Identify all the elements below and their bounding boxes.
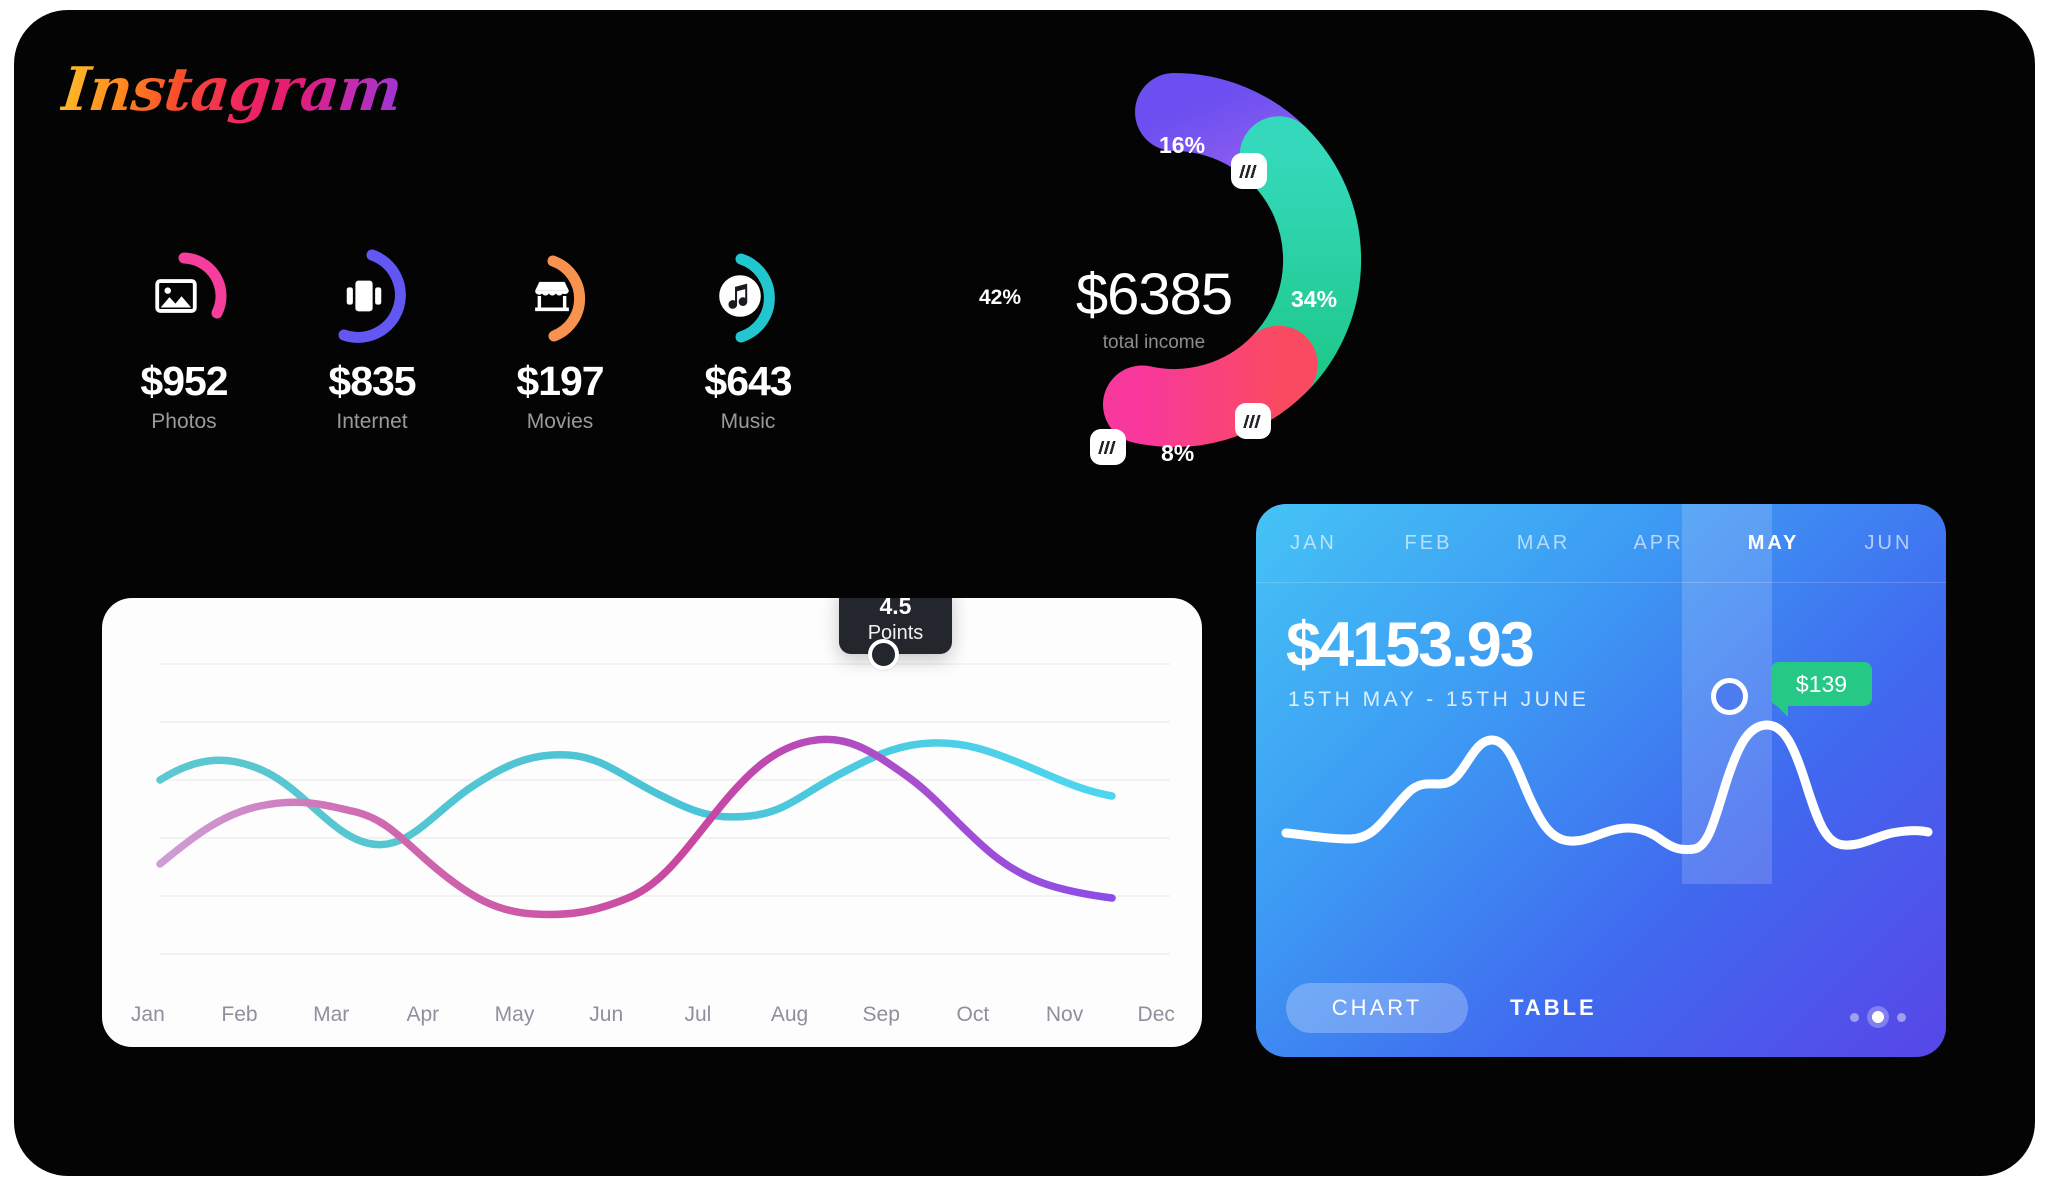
tab-month-jun[interactable]: JUN — [1864, 531, 1913, 554]
store-icon — [535, 281, 569, 312]
card-footer: CHART TABLE — [1256, 983, 1946, 1033]
donut-svg — [1103, 72, 1362, 447]
donut-segment-8 — [1103, 325, 1318, 447]
stat-icon-wrap — [278, 248, 466, 344]
pagination-dot-3[interactable] — [1897, 1012, 1906, 1022]
stat-tile-music[interactable]: $643 Music — [654, 248, 842, 434]
stat-label: Music — [720, 410, 776, 433]
x-label-aug: Aug — [770, 1003, 809, 1026]
instagram-wordmark: Instagram — [58, 55, 405, 125]
x-label-sep: Sep — [862, 1003, 900, 1026]
stat-value: $197 — [516, 358, 604, 404]
line-chart-svg — [156, 663, 1170, 955]
tab-month-jan[interactable]: JAN — [1290, 531, 1337, 554]
x-label-feb: Feb — [221, 1003, 258, 1026]
stat-label: Movies — [526, 410, 594, 433]
balance-chart-card: JAN FEB MAR APR MAY JUN $4153.93 15TH MA… — [1256, 504, 1946, 1057]
balance-amount: $4153.93 — [1286, 610, 1535, 680]
stat-tile-movies[interactable]: $197 Movies — [466, 248, 654, 434]
x-label-jul: Jul — [684, 1003, 712, 1026]
x-label-mar: Mar — [313, 1003, 350, 1026]
month-tab-bar: JAN FEB MAR APR MAY JUN — [1256, 504, 1946, 884]
series-pink — [156, 735, 1116, 919]
tab-month-apr[interactable]: APR — [1633, 531, 1684, 554]
donut-label-16: 16% — [1159, 132, 1206, 158]
stat-label: Internet — [336, 410, 408, 433]
tab-month-feb[interactable]: FEB — [1404, 531, 1453, 554]
stat-value: $835 — [328, 358, 416, 404]
series-teal — [156, 739, 1116, 849]
pagination-dots[interactable] — [1850, 1011, 1906, 1023]
stat-label: Photos — [151, 410, 217, 433]
bars-badge-icon — [1235, 403, 1271, 439]
stat-tile-internet[interactable]: $835 Internet — [278, 248, 466, 434]
photo-icon — [155, 279, 197, 313]
x-label-jan: Jan — [130, 1003, 165, 1026]
x-label-dec: Dec — [1137, 1003, 1175, 1026]
sparkline-path — [1281, 720, 1933, 855]
x-axis-month-labels: Jan Feb Mar Apr May Jun Jul Aug Sep Oct … — [102, 1003, 1202, 1027]
stat-icon-wrap — [654, 248, 842, 344]
tab-chart[interactable]: CHART — [1286, 983, 1468, 1033]
tab-month-mar[interactable]: MAR — [1516, 531, 1571, 554]
stat-value: $643 — [704, 358, 792, 404]
progress-arc-photos — [178, 252, 227, 319]
carousel-icon — [346, 280, 382, 312]
tab-month-may[interactable]: MAY — [1747, 531, 1800, 554]
progress-arc-movies — [547, 255, 586, 342]
tooltip-value: 4.5 — [879, 598, 912, 619]
line-chart-card: 4.5 Points Jan Feb Mar Apr May Jun Jul A… — [102, 598, 1202, 1047]
donut-label-34: 34% — [1291, 286, 1338, 312]
progress-arc-music — [735, 253, 775, 343]
stat-icon-wrap — [466, 248, 654, 344]
total-income-caption: total income — [1102, 332, 1206, 353]
donut-label-8: 8% — [1161, 440, 1195, 466]
pagination-dot-2-active[interactable] — [1872, 1011, 1884, 1023]
tab-table[interactable]: TABLE — [1510, 995, 1597, 1020]
progress-arc-internet — [338, 249, 406, 343]
x-label-oct: Oct — [956, 1003, 990, 1026]
tooltip-unit: Points — [867, 621, 924, 644]
stat-icon-wrap — [90, 248, 278, 344]
x-label-nov: Nov — [1045, 1003, 1084, 1026]
stat-value: $952 — [140, 358, 228, 404]
tab-divider — [1256, 582, 1946, 583]
income-donut-chart — [1014, 70, 1362, 447]
dark-panel: Instagram $952 Photos — [14, 10, 2035, 1176]
x-label-jun: Jun — [589, 1003, 624, 1026]
pagination-dot-1[interactable] — [1850, 1012, 1859, 1022]
stat-tile-photos[interactable]: $952 Photos — [90, 248, 278, 434]
value-badge: $139 — [1771, 662, 1872, 717]
bars-badge-icon — [1090, 429, 1126, 465]
sparkline-point-marker[interactable] — [1711, 678, 1748, 715]
balance-date-range: 15TH MAY - 15TH JUNE — [1288, 688, 1590, 711]
gridlines — [160, 663, 1170, 955]
chart-data-point-marker[interactable] — [868, 639, 899, 670]
month-tabs: JAN FEB MAR APR MAY JUN — [1256, 504, 1946, 582]
bars-badge-icon — [1231, 153, 1267, 189]
donut-label-42: 42% — [979, 286, 1022, 309]
donut-center-total: $6385 total income — [1024, 266, 1284, 354]
x-label-apr: Apr — [406, 1003, 440, 1026]
stats-row: $952 Photos $835 Internet — [90, 248, 842, 434]
sparkline-svg — [1281, 720, 1933, 855]
music-icon — [719, 275, 761, 317]
total-income-amount: $6385 — [1075, 262, 1233, 327]
x-label-may: May — [494, 1003, 535, 1026]
